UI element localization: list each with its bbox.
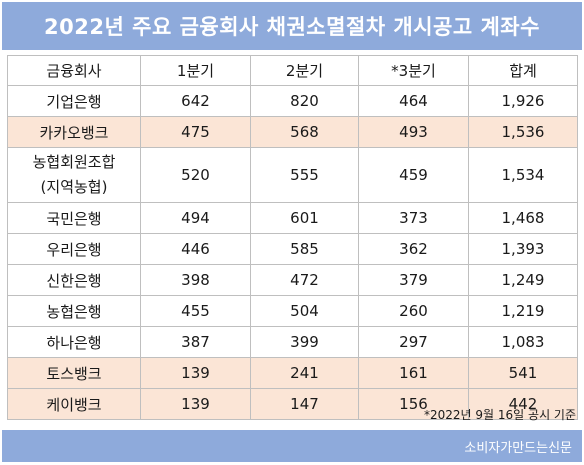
data-table: 금융회사 1분기 2분기 *3분기 합계 기업은행 642 820 464 1,… <box>7 55 578 420</box>
q2-value: 568 <box>250 116 359 148</box>
q1-value: 475 <box>140 116 251 148</box>
table-row: 농협은행 455 504 260 1,219 <box>7 295 578 327</box>
company-name: 국민은행 <box>7 202 141 234</box>
table-row-highlighted: 토스뱅크 139 241 161 541 <box>7 357 578 389</box>
company-name: 우리은행 <box>7 233 141 265</box>
q1-value: 520 <box>140 147 251 203</box>
total-value: 1,219 <box>468 295 578 327</box>
header-row: 금융회사 1분기 2분기 *3분기 합계 <box>7 55 578 86</box>
total-value: 1,083 <box>468 326 578 358</box>
total-value: 1,249 <box>468 264 578 296</box>
total-value: 1,534 <box>468 147 578 203</box>
total-value: 1,468 <box>468 202 578 234</box>
q3-value: 297 <box>358 326 469 358</box>
q3-value: 379 <box>358 264 469 296</box>
total-value: 442 <box>468 388 578 420</box>
q1-value: 446 <box>140 233 251 265</box>
q2-value: 601 <box>250 202 359 234</box>
q2-value: 472 <box>250 264 359 296</box>
total-value: 1,926 <box>468 85 578 117</box>
q1-value: 387 <box>140 326 251 358</box>
q1-value: 139 <box>140 357 251 389</box>
q1-value: 398 <box>140 264 251 296</box>
company-name: 토스뱅크 <box>7 357 141 389</box>
publisher-name: 소비자가만드는신문 <box>464 440 572 456</box>
q3-value: 464 <box>358 85 469 117</box>
q3-value: 459 <box>358 147 469 203</box>
q3-value: 373 <box>358 202 469 234</box>
header-q1: 1분기 <box>140 55 251 86</box>
q3-value: 493 <box>358 116 469 148</box>
header-total: 합계 <box>468 55 578 86</box>
q3-value: 161 <box>358 357 469 389</box>
footer-banner: 소비자가만드는신문 <box>2 430 582 462</box>
q1-value: 455 <box>140 295 251 327</box>
company-name: 카카오뱅크 <box>7 116 141 148</box>
table-row: 하나은행 387 399 297 1,083 <box>7 326 578 358</box>
q2-value: 820 <box>250 85 359 117</box>
header-company: 금융회사 <box>7 55 141 86</box>
q2-value: 147 <box>250 388 359 420</box>
q2-value: 555 <box>250 147 359 203</box>
company-name: 농협은행 <box>7 295 141 327</box>
source-note: *2022년 9월 16일 공시 기준 <box>424 408 576 422</box>
table-row-highlighted: 카카오뱅크 475 568 493 1,536 <box>7 116 578 148</box>
q1-value: 642 <box>140 85 251 117</box>
q2-value: 399 <box>250 326 359 358</box>
header-q3: *3분기 <box>358 55 469 86</box>
table-row: 기업은행 642 820 464 1,926 <box>7 85 578 117</box>
company-name-sub: (지역농협) <box>40 178 108 196</box>
company-name: 신한은행 <box>7 264 141 296</box>
table-row-highlighted: 케이뱅크 139 147 156 442 <box>7 388 578 420</box>
company-name: 기업은행 <box>7 85 141 117</box>
q3-value: 362 <box>358 233 469 265</box>
table-row: 신한은행 398 472 379 1,249 <box>7 264 578 296</box>
header-q2: 2분기 <box>250 55 359 86</box>
q2-value: 585 <box>250 233 359 265</box>
company-name: 하나은행 <box>7 326 141 358</box>
q2-value: 504 <box>250 295 359 327</box>
q1-value: 139 <box>140 388 251 420</box>
table-row: 국민은행 494 601 373 1,468 <box>7 202 578 234</box>
total-value: 1,393 <box>468 233 578 265</box>
q1-value: 494 <box>140 202 251 234</box>
company-name: 농협회원조합 <box>32 153 116 171</box>
table-row: 우리은행 446 585 362 1,393 <box>7 233 578 265</box>
table-row: 농협회원조합 (지역농협) 520 555 459 1,534 <box>7 147 578 203</box>
company-name: 케이뱅크 <box>7 388 141 420</box>
q3-value: 260 <box>358 295 469 327</box>
table-title: 2022년 주요 금융회사 채권소멸절차 개시공고 계좌수 <box>2 2 582 50</box>
q3-value: 156 <box>358 388 469 420</box>
q2-value: 241 <box>250 357 359 389</box>
company-name-cell: 농협회원조합 (지역농협) <box>7 147 141 203</box>
total-value: 541 <box>468 357 578 389</box>
total-value: 1,536 <box>468 116 578 148</box>
